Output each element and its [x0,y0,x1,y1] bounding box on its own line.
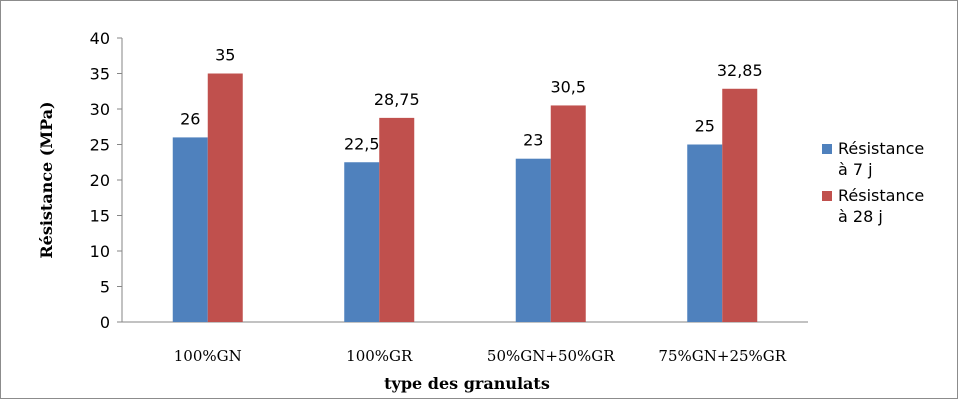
data-label: 30,5 [550,77,586,96]
y-tick-label: 35 [90,65,110,84]
data-label: 25 [695,117,715,136]
bar-7j [515,158,551,322]
bar-28j [722,88,758,322]
bars [172,73,758,322]
y-tick-label: 0 [100,313,110,332]
bar-28j [379,117,415,322]
y-tick-label: 30 [90,100,110,119]
data-label: 26 [180,109,200,128]
bar-7j [344,162,380,322]
bar-28j [550,105,586,322]
data-label: 23 [523,131,543,150]
x-tick-label: 100%GR [346,347,413,365]
legend-label: Résistance à 28 j [838,186,924,226]
y-axis-title: Résistance (MPa) [37,101,56,258]
bar-28j [207,73,243,322]
y-tick-marks [117,37,122,323]
y-tick-label: 10 [90,242,110,261]
x-tick-label: 75%GN+25%GR [658,347,786,365]
y-tick-label: 20 [90,171,110,190]
bar-7j [687,144,723,322]
bar-7j [172,137,208,322]
x-axis-title: type des granulats [384,374,550,393]
y-tick-label: 40 [90,29,110,48]
legend-swatch [822,191,832,201]
y-tick-labels: 0 5 10 15 20 25 30 35 40 [90,29,110,332]
x-tick-labels: 100%GN 100%GR 50%GN+50%GR 75%GN+25%GR [174,347,787,365]
y-tick-label: 25 [90,136,110,155]
data-labels: 26 35 22,5 28,75 23 30,5 25 32,85 [180,46,763,154]
data-label: 28,75 [374,90,420,109]
x-tick-label: 50%GN+50%GR [487,347,615,365]
data-label: 22,5 [344,134,380,153]
y-tick-label: 15 [90,207,110,226]
x-tick-label: 100%GN [174,347,242,365]
data-label: 32,85 [717,61,763,80]
data-label: 35 [215,46,235,65]
legend-swatch [822,144,832,154]
y-tick-label: 5 [100,278,110,297]
legend-label: Résistance à 7 j [838,139,924,179]
legend: Résistance à 7 j Résistance à 28 j [822,139,924,226]
